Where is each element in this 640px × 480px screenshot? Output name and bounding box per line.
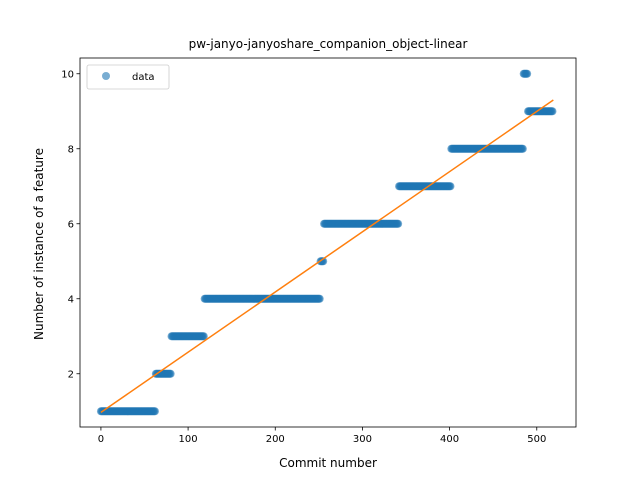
legend: data	[86, 64, 170, 90]
data-point	[150, 407, 159, 416]
fit-line	[100, 99, 554, 413]
y-tick-label: 8	[68, 144, 74, 155]
x-tick-label: 100	[179, 434, 198, 445]
data-point	[518, 144, 527, 153]
y-tick-label: 2	[68, 369, 74, 380]
x-axis-label: Commit number	[279, 456, 377, 470]
legend-label: data	[132, 72, 155, 83]
y-tick-label: 6	[68, 219, 74, 230]
legend-box	[86, 64, 170, 90]
x-tick-label: 200	[266, 434, 285, 445]
y-axis-label: Number of instance of a feature	[32, 148, 46, 340]
x-tick-label: 400	[440, 434, 459, 445]
x-tick-label: 500	[527, 434, 546, 445]
plot-frame	[79, 57, 577, 428]
data-point	[446, 182, 455, 191]
data-point	[394, 219, 403, 228]
axes: 0 100 200 300 400 500 2 4 6 8 10	[61, 57, 577, 445]
data-point	[315, 294, 324, 303]
x-tick-label: 0	[98, 434, 104, 445]
data-point	[523, 69, 532, 78]
y-tick-label: 10	[61, 69, 74, 80]
y-tick-label: 4	[68, 294, 74, 305]
data-point	[548, 107, 557, 116]
x-tick-label: 300	[353, 434, 372, 445]
chart-title: pw-janyo-janyoshare_companion_object-lin…	[189, 37, 468, 51]
data-point	[166, 369, 175, 378]
data-point	[199, 332, 208, 341]
legend-marker	[102, 72, 110, 80]
plot-area	[96, 69, 557, 416]
data-point	[319, 257, 328, 266]
